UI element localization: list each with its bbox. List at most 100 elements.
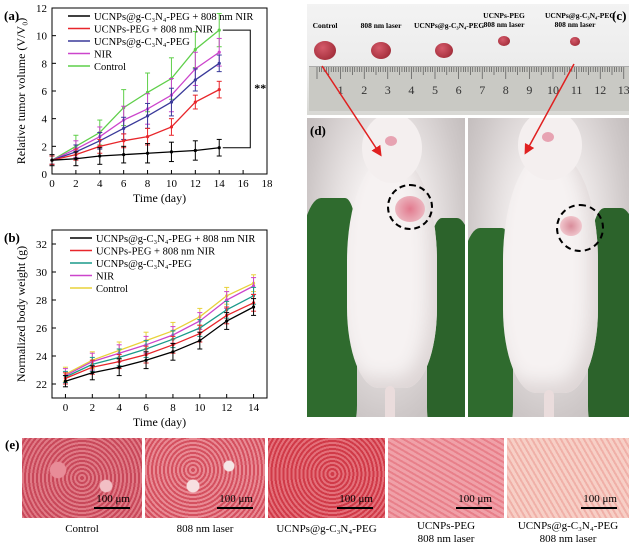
panel-label: (b) (4, 230, 20, 245)
scale-bar-label: 100 μm (339, 493, 373, 505)
series-line (65, 295, 254, 378)
series-line (51, 29, 220, 161)
y-tick-label: 32 (36, 239, 47, 251)
data-point (90, 371, 94, 375)
histology-caption: 808 nm laser (135, 523, 275, 536)
ruler-number: 8 (503, 83, 509, 97)
x-tick-label: 12 (221, 402, 232, 414)
caption-line: UCNPs@g-C₃N₄-PEG (517, 520, 619, 532)
legend-entry: NIR (94, 50, 112, 61)
tumor-label: UCNPs@g-C₃N₄-PEG (414, 21, 485, 30)
y-tick-label: 8 (42, 58, 48, 70)
panel-c-photo: (c) Control 808 nm laser UCNPs@g-C₃N₄-PEG U… (307, 4, 629, 115)
data-point (217, 61, 221, 65)
x-tick-label: 6 (143, 402, 149, 414)
x-tick-label: 8 (170, 402, 176, 414)
panel-d-label: (d) (310, 123, 326, 138)
scale-bar (337, 507, 373, 509)
x-axis-label: Time (day) (133, 415, 186, 429)
series-line (65, 302, 254, 379)
data-point (193, 148, 197, 153)
tumor-label: UCNPs@g-C₃N₄-PEG (545, 11, 616, 20)
tumor-tissue (371, 42, 391, 59)
series (49, 138, 222, 167)
data-point (217, 50, 221, 54)
histology-caption: Control (12, 523, 152, 536)
mouse-nose (542, 132, 554, 142)
mouse-tail (385, 386, 395, 417)
y-tick-label: 26 (36, 323, 48, 335)
scale-bar (94, 507, 130, 509)
legend-entry: Control (96, 284, 128, 295)
data-point (145, 114, 150, 118)
legend-entry: UCNPs@g-C₃N₄-PEG + 808 nm NIR (96, 234, 255, 245)
series (62, 298, 257, 388)
data-point (225, 298, 229, 302)
scale-bar-label: 100 μm (96, 493, 130, 505)
mouse-body (503, 153, 598, 393)
mouse-nose (385, 136, 397, 146)
data-point (122, 139, 126, 143)
x-tick-label: 0 (49, 178, 55, 190)
data-point (98, 144, 102, 148)
histology-caption: UCNPs@g-C₃N₄-PEG (258, 523, 395, 536)
x-tick-label: 10 (166, 178, 178, 190)
data-point (217, 88, 221, 92)
series-line (51, 51, 220, 161)
tumor-sample: UCNPs@g-C₃N₄-PEG (414, 10, 485, 70)
tumor-sample: 808 nm laser (351, 10, 411, 70)
y-tick-label: 2 (42, 141, 48, 153)
tumor-sample: UCNPs-PEG 808 nm laser (474, 10, 534, 70)
ruler-number: 9 (526, 83, 532, 97)
x-tick-label: 4 (97, 178, 103, 190)
ruler-number: 11 (571, 83, 583, 97)
x-tick-label: 14 (248, 402, 260, 414)
histology-image: 100 μm (145, 438, 265, 518)
x-axis-label: Time (day) (133, 191, 186, 205)
x-tick-label: 12 (190, 178, 201, 190)
histology-image: 100 μm (388, 438, 504, 518)
data-point (198, 339, 202, 343)
data-point (63, 379, 68, 383)
tumor-sample: UCNPs@g-C₃N₄-PEG 808 nm laser (545, 10, 616, 70)
data-point (251, 305, 256, 309)
caption-line: 808 nm laser (176, 523, 234, 535)
histology-image: 100 μm (507, 438, 629, 518)
caption-line: Control (65, 523, 99, 535)
y-tick-label: 12 (36, 3, 47, 15)
data-point (145, 151, 150, 155)
ruler-number: 7 (479, 83, 485, 97)
tumor-tissue (498, 36, 510, 47)
scale-bar (217, 507, 253, 509)
data-point (98, 154, 102, 158)
y-tick-label: 0 (42, 169, 48, 181)
data-point (171, 350, 175, 354)
legend-entry: UCNPs@g-C₃N₄-PEG + 808 nm NIR (94, 12, 253, 23)
arrow-control (321, 65, 382, 157)
ruler: 1 2 3 4 5 6 7 8 9 10 11 12 13 (309, 66, 629, 111)
y-axis-label: Relative tumor volume (V/V₀) (14, 18, 28, 164)
tumor-sample: Control (307, 10, 355, 70)
series (49, 54, 222, 165)
x-tick-label: 14 (214, 178, 226, 190)
tumor-sublabel: 808 nm laser (483, 20, 525, 29)
data-point (169, 150, 174, 154)
data-point (74, 157, 78, 161)
series-line (65, 285, 254, 377)
panel-c-label: (c) (612, 8, 627, 23)
data-point (50, 158, 54, 162)
series-line (51, 147, 220, 161)
data-point (217, 28, 221, 32)
y-tick-label: 10 (36, 31, 48, 43)
ruler-number: 2 (361, 83, 367, 97)
tumor-label: 808 nm laser (360, 21, 402, 30)
legend-entry: NIR (96, 272, 114, 283)
scale-bar-label: 100 μm (458, 493, 492, 505)
data-point (145, 135, 150, 139)
y-tick-label: 30 (36, 267, 48, 279)
tumor-tissue (314, 41, 336, 60)
panel-d-photo-right (468, 118, 629, 417)
ruler-number: 6 (456, 83, 462, 97)
x-tick-label: 2 (90, 402, 96, 414)
significance-bracket (222, 29, 251, 149)
